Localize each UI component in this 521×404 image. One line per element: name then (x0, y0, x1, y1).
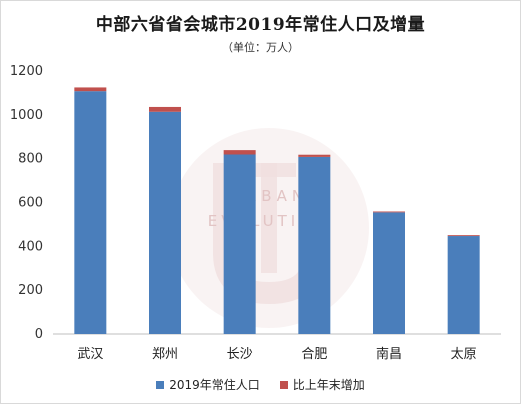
bar-population (373, 212, 405, 334)
y-tick-label: 1200 (10, 64, 43, 79)
bar-population (298, 156, 331, 334)
bar-increase (74, 87, 107, 92)
x-tick-label: 郑州 (152, 347, 178, 362)
legend-item-population: 2019年常住人口 (156, 376, 260, 393)
bar-increase (298, 154, 331, 157)
x-tick-label: 南昌 (376, 346, 402, 362)
x-tick-label: 长沙 (227, 347, 253, 362)
legend-swatch-increase (279, 380, 288, 389)
y-tick-label: 600 (18, 196, 43, 211)
x-tick-label: 武汉 (77, 347, 103, 362)
bar-population (74, 91, 107, 334)
legend: 2019年常住人口 比上年末增加 (1, 376, 520, 393)
chart-title: 中部六省省会城市2019年常住人口及增量 (95, 15, 426, 35)
legend-item-increase: 比上年末增加 (279, 376, 365, 393)
y-tick-label: 200 (18, 283, 43, 298)
y-tick-label: 400 (18, 239, 43, 254)
y-tick-label: 0 (35, 327, 43, 342)
bar-increase (373, 211, 405, 213)
bar-population (447, 236, 480, 334)
legend-label-increase: 比上年末增加 (292, 378, 365, 392)
legend-swatch-population (156, 380, 165, 389)
y-tick-label: 800 (18, 152, 43, 167)
bars-layer (74, 87, 480, 334)
axis-layer: 0 200 400 600 800 1000 1200 (10, 64, 501, 342)
bar-population (149, 111, 181, 334)
x-tick-label: 太原 (451, 347, 477, 362)
bar-population (223, 154, 256, 334)
chart-subtitle: （单位：万人） (222, 41, 299, 54)
legend-label-population: 2019年常住人口 (169, 378, 260, 392)
bar-increase (447, 235, 480, 237)
y-tick-label: 1000 (10, 108, 43, 123)
bar-increase (223, 150, 256, 155)
x-tick-label: 合肥 (301, 347, 327, 362)
labels-layer: 武汉 郑州 长沙 合肥 南昌 太原 (77, 346, 476, 362)
bar-increase (149, 106, 181, 112)
